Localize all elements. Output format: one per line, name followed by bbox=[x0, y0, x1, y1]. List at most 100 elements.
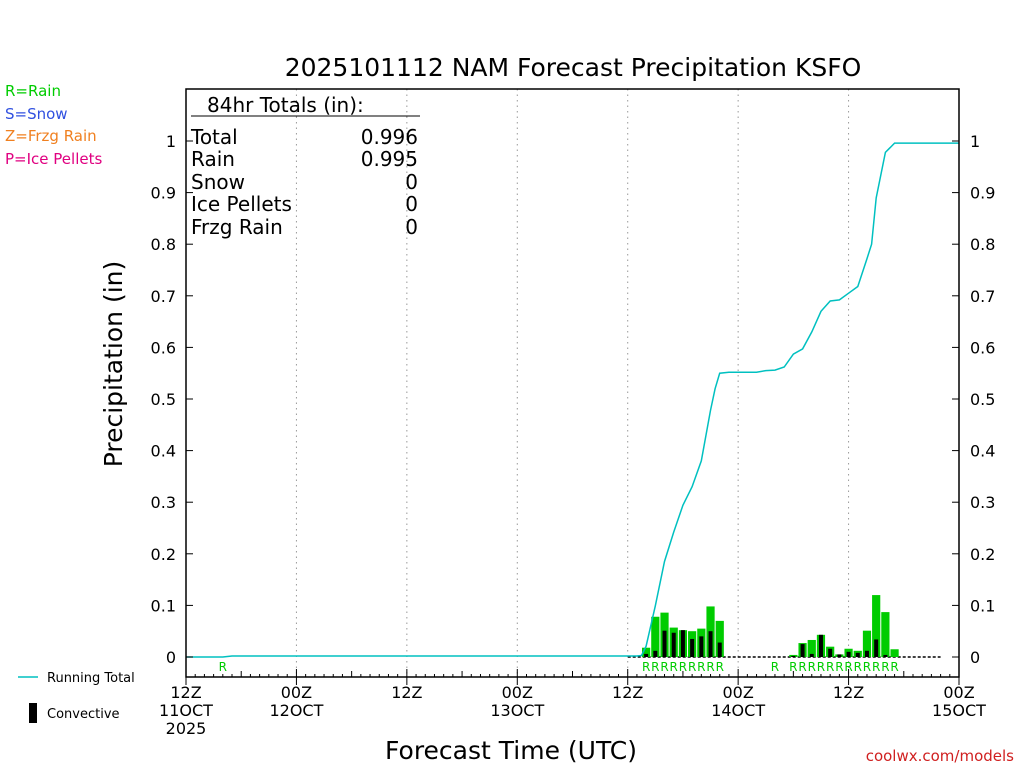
convective-bar bbox=[837, 654, 842, 657]
y-tick-label: 0.7 bbox=[151, 287, 176, 306]
convective-bar bbox=[828, 648, 833, 657]
ptype-label: R bbox=[706, 660, 714, 674]
chart-title: 2025101112 NAM Forecast Precipitation KS… bbox=[285, 53, 862, 82]
ptype-label: R bbox=[716, 660, 724, 674]
convective-bar bbox=[791, 655, 796, 657]
convective-bar bbox=[699, 636, 704, 657]
convective-bar bbox=[653, 650, 658, 657]
convective-bar bbox=[662, 630, 667, 657]
y-tick-label: 0.1 bbox=[970, 596, 995, 615]
ptype-label: R bbox=[817, 660, 825, 674]
y-tick-label: 0.1 bbox=[151, 596, 176, 615]
running-total-group bbox=[186, 142, 959, 658]
ptype-label: R bbox=[688, 660, 696, 674]
totals-frzg-value: 0 bbox=[405, 215, 418, 239]
y-tick-label: 0.4 bbox=[970, 442, 995, 461]
totals-total-label: Total bbox=[190, 125, 238, 149]
ptype-label: R bbox=[670, 660, 678, 674]
ptype-label: R bbox=[642, 660, 650, 674]
x-tick-label: 12Z bbox=[391, 683, 422, 702]
y-tick-label: 0.6 bbox=[151, 338, 176, 357]
ptype-legend: R=Rain S=Snow Z=Frzg Rain P=Ice Pellets bbox=[5, 82, 102, 168]
ptype-label: R bbox=[835, 660, 843, 674]
y-tick-label: 0 bbox=[970, 648, 980, 667]
convective-precip-bars bbox=[644, 630, 888, 657]
totals-snow-label: Snow bbox=[191, 170, 245, 194]
convective-bar bbox=[671, 632, 676, 657]
x-tick-label: 00Z bbox=[502, 683, 533, 702]
totals-header: 84hr Totals (in): bbox=[207, 93, 364, 117]
x-tick-label: 00Z bbox=[281, 683, 312, 702]
ptype-label: R bbox=[890, 660, 898, 674]
convective-bar bbox=[809, 653, 814, 657]
total-precip-bars bbox=[642, 595, 899, 657]
total-bar bbox=[862, 630, 872, 657]
running-total-line bbox=[186, 142, 959, 658]
totals-frzg-label: Frzg Rain bbox=[191, 215, 283, 239]
x-tick-label: 11OCT bbox=[159, 701, 213, 720]
convective-bar bbox=[874, 639, 879, 657]
ptype-label: R bbox=[219, 660, 227, 674]
total-bar bbox=[807, 639, 816, 657]
totals-rain-value: 0.995 bbox=[361, 147, 418, 171]
legend-snow: S=Snow bbox=[5, 105, 68, 123]
ptype-label: R bbox=[881, 660, 889, 674]
y-tick-label: 0.3 bbox=[970, 493, 995, 512]
y-tick-label: 0.4 bbox=[151, 442, 176, 461]
totals-snow-value: 0 bbox=[405, 170, 418, 194]
ptype-label: R bbox=[863, 660, 871, 674]
x-tick-label: 00Z bbox=[943, 683, 974, 702]
y-tick-label: 0.2 bbox=[970, 545, 995, 564]
convective-bar bbox=[864, 650, 869, 657]
y-tick-label: 0.8 bbox=[151, 235, 176, 254]
y-tick-label: 0.6 bbox=[970, 338, 995, 357]
credit-text: coolwx.com/models bbox=[866, 747, 1014, 765]
legend-rain: R=Rain bbox=[5, 82, 61, 100]
ptype-label: R bbox=[872, 660, 880, 674]
y-ticks-right: 0 0.1 0.2 0.3 0.4 0.5 0.6 0.7 0.8 0.9 1 bbox=[952, 132, 995, 667]
legend-frzg-rain: Z=Frzg Rain bbox=[5, 127, 97, 145]
vertical-gridlines bbox=[295, 89, 941, 677]
ptype-label: R bbox=[798, 660, 806, 674]
x-tick-label: 15OCT bbox=[932, 701, 986, 720]
ptype-label: R bbox=[826, 660, 834, 674]
x-tick-label: 12OCT bbox=[269, 701, 323, 720]
y-tick-label: 0.8 bbox=[970, 235, 995, 254]
x-tick-label: 12Z bbox=[612, 683, 643, 702]
y-tick-label: 0.9 bbox=[970, 184, 995, 203]
convective-bar bbox=[818, 634, 823, 657]
plot-frame bbox=[185, 88, 960, 678]
convective-bar bbox=[680, 630, 685, 657]
total-bar bbox=[715, 620, 724, 657]
x-tick-label: 12Z bbox=[833, 683, 864, 702]
y-tick-label: 0.2 bbox=[151, 545, 176, 564]
convective-bar bbox=[800, 644, 805, 657]
convective-bar bbox=[717, 642, 722, 657]
x-tick-label: 14OCT bbox=[711, 701, 765, 720]
y-tick-label: 0.5 bbox=[151, 390, 176, 409]
total-bar bbox=[872, 595, 881, 657]
convective-bar bbox=[708, 631, 713, 657]
ptype-label: R bbox=[697, 660, 705, 674]
totals-box: 84hr Totals (in): Total 0.996 Rain 0.995… bbox=[190, 93, 420, 239]
ptype-label: R bbox=[844, 660, 852, 674]
ptype-label: R bbox=[679, 660, 687, 674]
y-tick-label: 0.7 bbox=[970, 287, 995, 306]
ptype-label: R bbox=[854, 660, 862, 674]
x-tick-label: 12Z bbox=[170, 683, 201, 702]
bottom-legend: Running Total Convective bbox=[18, 671, 135, 723]
convective-bar bbox=[690, 638, 695, 657]
totals-ice-value: 0 bbox=[405, 192, 418, 216]
y-tick-label: 0 bbox=[166, 648, 176, 667]
x-axis-label: Forecast Time (UTC) bbox=[385, 736, 637, 765]
convective-bar bbox=[644, 653, 649, 657]
y-tick-label: 1 bbox=[166, 132, 176, 151]
y-tick-label: 0.3 bbox=[151, 493, 176, 512]
totals-ice-label: Ice Pellets bbox=[191, 192, 292, 216]
x-tick-label: 13OCT bbox=[490, 701, 544, 720]
convective-legend-swatch bbox=[29, 703, 37, 723]
y-tick-label: 1 bbox=[970, 132, 980, 151]
